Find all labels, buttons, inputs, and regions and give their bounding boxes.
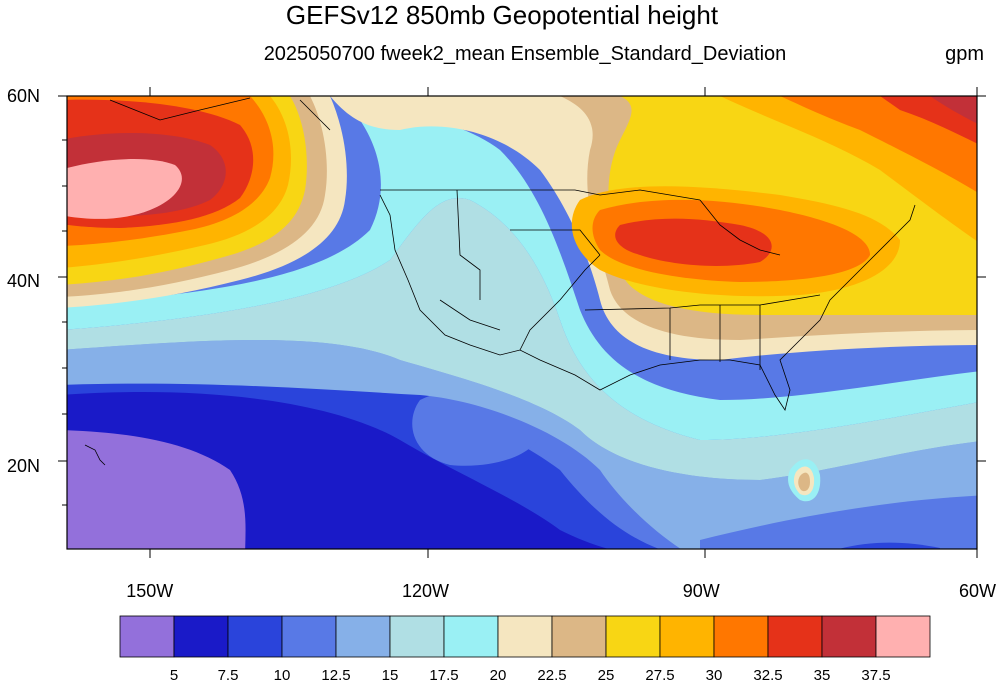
- colorbar-swatch: [605, 615, 661, 658]
- plot-subtitle: 2025050700 fweek2_mean Ensemble_Standard…: [263, 43, 787, 65]
- colorbar-label: 30: [705, 667, 723, 684]
- colorbar-label: 5: [169, 667, 179, 684]
- colorbar-swatch: [713, 615, 769, 658]
- colorbar: [119, 615, 931, 658]
- colorbar-label: 35: [813, 667, 831, 684]
- colorbar-label: 37.5: [861, 667, 891, 684]
- longitude-label: 120W: [401, 581, 449, 601]
- colorbar-swatch: [767, 615, 823, 658]
- colorbar-swatch: [389, 615, 445, 658]
- colorbar-label: 10: [273, 667, 291, 684]
- colorbar-label: 22.5: [537, 667, 567, 684]
- colorbar-swatch: [875, 615, 931, 658]
- units-label: gpm: [945, 43, 984, 65]
- colorbar-label: 32.5: [753, 667, 783, 684]
- colorbar-swatch: [443, 615, 499, 658]
- plot-title: GEFSv12 850mb Geopotential height: [285, 0, 719, 30]
- axis-ticks: [58, 87, 986, 558]
- coastline-outline: [84, 97, 916, 466]
- colorbar-swatch: [659, 615, 715, 658]
- contour-field: [67, 96, 977, 549]
- latitude-label: 40N: [6, 270, 40, 291]
- latitude-label: 60N: [6, 86, 40, 106]
- colorbar-swatch: [551, 615, 607, 658]
- colorbar-label: 25: [597, 667, 615, 684]
- colorbar-label: 17.5: [429, 667, 459, 684]
- colorbar-label: 15: [381, 667, 399, 684]
- colorbar-swatch: [119, 615, 175, 658]
- colorbar-label: 7.5: [217, 667, 239, 684]
- colorbar-label: 27.5: [645, 667, 675, 684]
- colorbar-swatch: [335, 615, 391, 658]
- colorbar-swatch: [173, 615, 229, 658]
- colorbar-label: 20: [489, 667, 507, 684]
- colorbar-swatch: [821, 615, 877, 658]
- colorbar-swatch: [281, 615, 337, 658]
- longitude-label: 60W: [959, 581, 997, 601]
- latitude-label: 20N: [6, 455, 40, 476]
- longitude-label: 150W: [126, 581, 174, 601]
- colorbar-label: 12.5: [321, 667, 351, 684]
- longitude-label: 90W: [682, 581, 720, 601]
- colorbar-swatch: [227, 615, 283, 658]
- colorbar-swatch: [497, 615, 553, 658]
